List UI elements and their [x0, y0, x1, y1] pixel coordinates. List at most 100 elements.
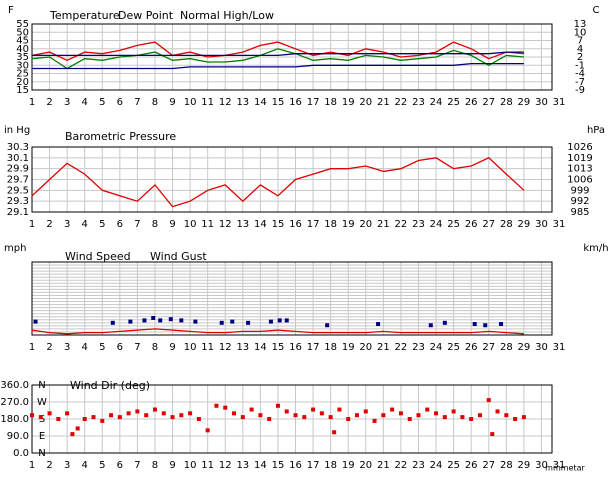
legend-label: Wind Gust	[150, 250, 207, 263]
x-tick-label: 13	[236, 219, 249, 230]
x-tick-label: 30	[535, 97, 548, 108]
point	[332, 430, 337, 435]
point	[376, 322, 381, 327]
x-tick-label: 31	[553, 219, 566, 230]
direction-label: E	[39, 431, 45, 442]
direction-label: S	[39, 414, 45, 425]
x-tick-label: 27	[482, 342, 495, 353]
x-tick-label: 26	[465, 342, 478, 353]
series-line	[32, 62, 524, 70]
x-tick-label: 8	[152, 97, 158, 108]
y2-tick-label: -9	[575, 85, 585, 96]
point	[158, 318, 163, 323]
x-tick-label: 5	[99, 97, 105, 108]
x-tick-label: 25	[447, 342, 460, 353]
point	[284, 318, 289, 323]
point	[483, 323, 488, 328]
point	[135, 409, 140, 414]
x-tick-label: 2	[46, 342, 52, 353]
point	[205, 428, 210, 433]
y-axis-label: mph	[4, 243, 26, 254]
point	[126, 411, 131, 416]
legend-label: Barometric Pressure	[65, 130, 176, 143]
point	[152, 407, 157, 412]
x-tick-label: 1	[29, 219, 35, 230]
y-tick-label: 29.3	[7, 196, 29, 207]
point	[319, 411, 324, 416]
point	[258, 413, 263, 418]
x-tick-label: 19	[342, 97, 355, 108]
y2-tick-label: -4	[575, 69, 585, 80]
y-tick-label: 270.0	[0, 397, 29, 408]
x-tick-label: 23	[412, 342, 425, 353]
x-tick-label: 11	[201, 219, 214, 230]
point	[363, 409, 368, 414]
point	[268, 319, 273, 324]
point	[477, 413, 482, 418]
x-tick-label: 27	[482, 219, 495, 230]
point	[521, 415, 526, 420]
y-tick-label: 15	[16, 85, 29, 96]
y2-tick-label: 4	[577, 44, 583, 55]
y2-tick-label: 992	[570, 196, 589, 207]
y2-tick-label: -1	[575, 60, 585, 71]
x-tick-label: 25	[447, 219, 460, 230]
point	[407, 417, 412, 421]
point	[109, 413, 114, 418]
point	[277, 318, 282, 323]
y-tick-label: 29.7	[7, 175, 29, 186]
y2-tick-label: 1006	[567, 175, 592, 186]
point	[56, 417, 61, 421]
legend-label: Temperature	[49, 9, 120, 22]
x-tick-label: 16	[289, 342, 302, 353]
x-tick-label: 18	[324, 219, 337, 230]
x-tick-label: 28	[500, 342, 513, 353]
point	[293, 413, 298, 418]
y2-tick-label: 985	[570, 207, 589, 218]
point	[110, 320, 115, 325]
point	[179, 413, 184, 418]
direction-label: N	[38, 380, 45, 391]
y2-axis-label: km/h	[583, 243, 608, 254]
point	[275, 403, 280, 408]
x-tick-label: 27	[482, 97, 495, 108]
plot-frame	[31, 261, 553, 336]
point	[91, 415, 96, 420]
x-tick-label: 3	[64, 342, 70, 353]
x-tick-label: 6	[117, 342, 123, 353]
x-tick-label: 9	[169, 460, 175, 471]
point	[355, 413, 359, 418]
y-tick-label: 45	[16, 36, 29, 47]
x-tick-label: 15	[272, 219, 285, 230]
point	[161, 411, 166, 416]
x-tick-label: 16	[289, 460, 302, 471]
y-tick-label: 25	[16, 69, 29, 80]
x-tick-label: 27	[482, 460, 495, 471]
x-tick-label: 19	[342, 460, 355, 471]
legend-label: Normal High/Low	[180, 9, 274, 22]
x-tick-label: 17	[307, 219, 320, 230]
x-tick-label: 12	[219, 342, 232, 353]
x-tick-label: 6	[117, 460, 123, 471]
x-tick-label: 8	[152, 219, 158, 230]
point	[246, 320, 251, 325]
x-tick-label: 29	[518, 97, 531, 108]
point	[381, 413, 386, 418]
x-tick-label: 20	[359, 219, 372, 230]
x-tick-label: 23	[412, 219, 425, 230]
point	[70, 432, 75, 437]
x-tick-label: 30	[535, 219, 548, 230]
point	[100, 418, 105, 423]
x-tick-label: 14	[254, 460, 267, 471]
x-tick-label: 21	[377, 97, 390, 108]
point	[495, 409, 500, 414]
point	[472, 322, 477, 327]
x-tick-label: 13	[236, 342, 249, 353]
x-tick-label: 25	[447, 97, 460, 108]
x-tick-label: 19	[342, 342, 355, 353]
y-tick-label: 29.9	[7, 164, 29, 175]
y2-tick-label: 7	[577, 36, 583, 47]
x-tick-label: 11	[201, 342, 214, 353]
point	[416, 413, 421, 418]
x-tick-label: 17	[307, 460, 320, 471]
